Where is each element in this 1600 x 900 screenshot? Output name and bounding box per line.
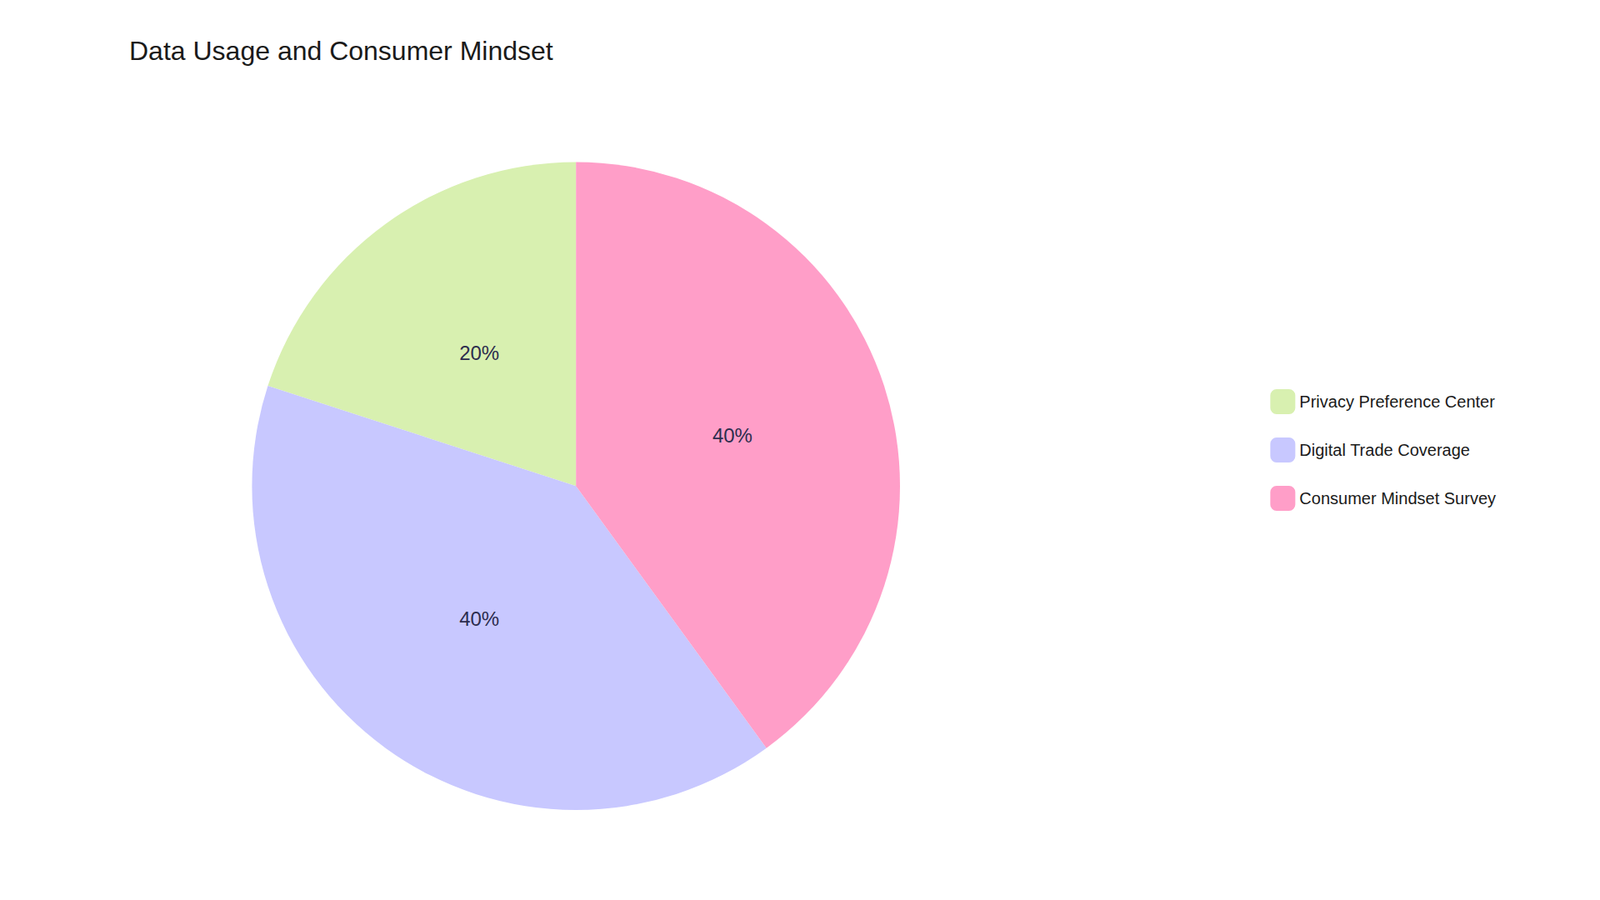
svg-text:40%: 40%	[712, 424, 753, 447]
svg-text:40%: 40%	[459, 607, 500, 630]
svg-text:Consumer Mindset Survey: Consumer Mindset Survey	[1299, 489, 1496, 508]
svg-text:Privacy Preference Center: Privacy Preference Center	[1299, 392, 1495, 411]
svg-text:20%: 20%	[459, 341, 500, 365]
svg-text:Data Usage and Consumer Mindse: Data Usage and Consumer Mindset	[129, 35, 554, 66]
svg-text:Digital Trade Coverage: Digital Trade Coverage	[1299, 440, 1470, 460]
